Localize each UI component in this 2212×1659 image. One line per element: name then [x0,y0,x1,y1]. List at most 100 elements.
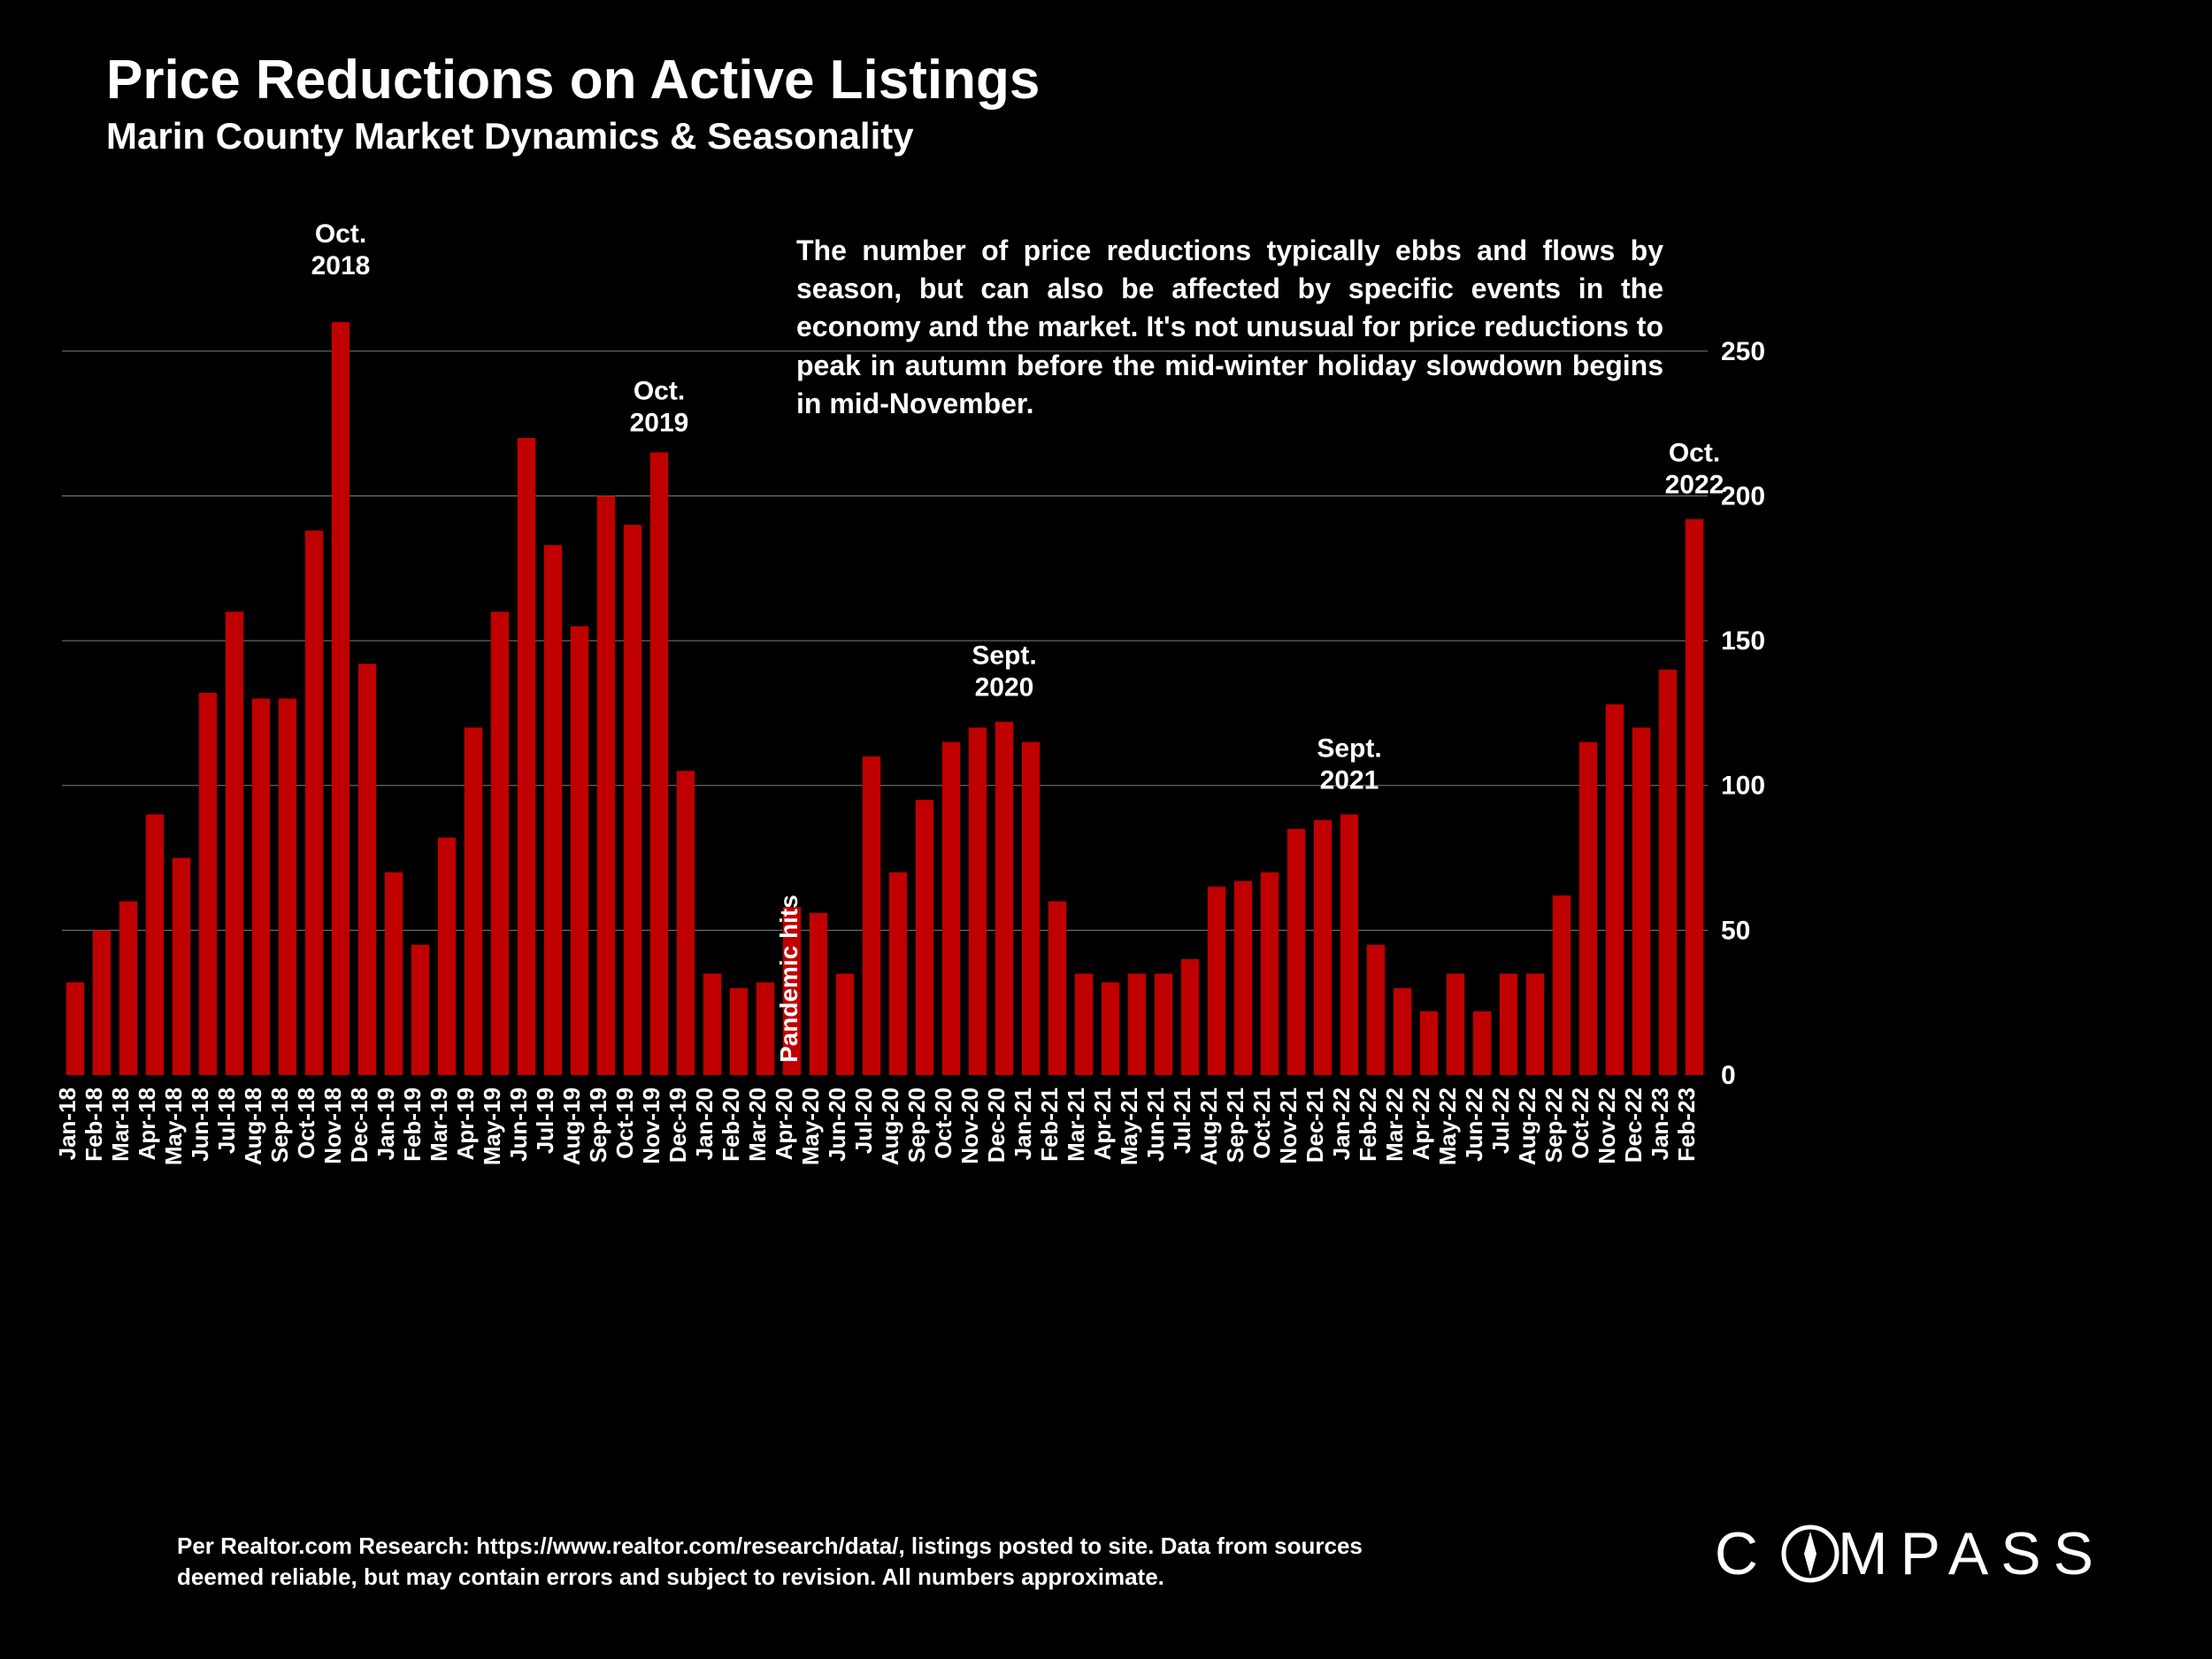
bar [1526,973,1544,1075]
svg-text:Mar-20: Mar-20 [744,1087,771,1162]
svg-text:May-18: May-18 [160,1087,187,1165]
bar [1155,973,1172,1075]
svg-text:Oct.: Oct. [315,219,366,249]
bar [624,525,641,1075]
bar [279,699,296,1075]
svg-text:2019: 2019 [630,408,689,437]
svg-text:150: 150 [1721,626,1765,656]
bar [1048,902,1066,1075]
bar [730,988,748,1075]
svg-text:Aug-22: Aug-22 [1514,1087,1540,1165]
bar [385,872,403,1075]
svg-text:May-21: May-21 [1116,1087,1142,1165]
bar [438,838,456,1075]
svg-text:Aug-20: Aug-20 [877,1087,903,1165]
svg-text:2018: 2018 [311,251,371,280]
svg-text:Apr-22: Apr-22 [1408,1087,1434,1160]
logo-letters: MPASS [1838,1519,2106,1588]
bar [1500,973,1517,1075]
svg-text:Feb-18: Feb-18 [81,1087,107,1162]
bar [411,945,429,1075]
bar [969,727,987,1075]
svg-text:Sep-21: Sep-21 [1222,1087,1248,1163]
bar [66,982,84,1075]
bar [1420,1011,1438,1075]
svg-text:2022: 2022 [1665,471,1724,500]
bar [1128,973,1146,1075]
bar [1553,895,1571,1075]
svg-text:Aug-18: Aug-18 [240,1087,266,1165]
bar [1261,872,1279,1075]
svg-text:Jul-22: Jul-22 [1487,1087,1514,1154]
svg-text:Jul-19: Jul-19 [532,1087,558,1154]
svg-text:Jul-20: Jul-20 [850,1087,877,1154]
svg-text:Dec-20: Dec-20 [983,1087,1010,1163]
bar [173,858,190,1075]
bar [226,611,243,1075]
compass-o-icon [1779,1523,1841,1585]
bar [863,757,880,1075]
svg-text:Dec-18: Dec-18 [346,1087,373,1163]
svg-text:Mar-22: Mar-22 [1381,1087,1408,1162]
bar [810,913,827,1075]
bar [146,814,164,1075]
svg-text:Sep-19: Sep-19 [585,1087,611,1163]
svg-text:Oct-19: Oct-19 [611,1087,638,1159]
bar [1287,829,1305,1075]
bar [358,664,376,1075]
bar [252,699,270,1075]
svg-text:Dec-22: Dec-22 [1620,1087,1647,1163]
bar [332,322,349,1075]
bar [1579,742,1597,1075]
svg-text:Nov-21: Nov-21 [1275,1087,1302,1164]
svg-text:Nov-18: Nov-18 [319,1087,346,1164]
bar [1314,820,1332,1075]
svg-text:Nov-20: Nov-20 [956,1087,983,1164]
bar [1022,742,1040,1075]
svg-text:Oct-21: Oct-21 [1248,1087,1275,1159]
slide: Price Reductions on Active Listings Mari… [0,0,2212,1659]
bar [1234,881,1252,1075]
bar [491,611,509,1075]
svg-text:Pandemic hits: Pandemic hits [775,895,803,1063]
svg-text:200: 200 [1721,481,1765,511]
bar [544,545,562,1075]
bar [597,495,615,1075]
svg-text:Jan-18: Jan-18 [54,1087,81,1160]
svg-text:Feb-22: Feb-22 [1355,1087,1381,1162]
svg-text:Sep-18: Sep-18 [266,1087,293,1163]
svg-text:May-19: May-19 [479,1087,505,1165]
svg-text:Nov-19: Nov-19 [638,1087,664,1164]
bar [1606,704,1624,1075]
svg-text:Feb-21: Feb-21 [1036,1087,1063,1162]
svg-text:Jun-22: Jun-22 [1461,1087,1487,1162]
bar [1447,973,1464,1075]
svg-text:Jan-21: Jan-21 [1010,1087,1036,1160]
bar [119,902,137,1075]
bar [518,438,535,1075]
svg-text:250: 250 [1721,337,1765,366]
bar [465,727,482,1075]
svg-text:2020: 2020 [975,673,1034,703]
bar-chart: 050100150200250Jan-18Feb-18Mar-18Apr-18M… [62,279,1761,1225]
bar [995,722,1013,1075]
bar [571,626,588,1075]
bar [1367,945,1385,1075]
logo-letter: C [1715,1519,1770,1588]
bar [1632,727,1650,1075]
bar [1181,959,1199,1075]
svg-text:Oct-20: Oct-20 [930,1087,956,1159]
svg-text:Aug-19: Aug-19 [558,1087,585,1165]
svg-text:Dec-19: Dec-19 [664,1087,691,1163]
bar [1340,814,1358,1075]
svg-text:Nov-22: Nov-22 [1594,1087,1620,1164]
svg-text:Jul-21: Jul-21 [1169,1087,1195,1154]
bar [650,452,668,1075]
svg-text:0: 0 [1721,1061,1736,1090]
svg-text:Dec-21: Dec-21 [1302,1087,1328,1163]
svg-text:Jan-23: Jan-23 [1647,1087,1673,1160]
bar [942,742,960,1075]
svg-text:Jan-20: Jan-20 [691,1087,718,1160]
svg-text:Mar-18: Mar-18 [107,1087,134,1162]
svg-text:Oct.: Oct. [1669,439,1720,468]
